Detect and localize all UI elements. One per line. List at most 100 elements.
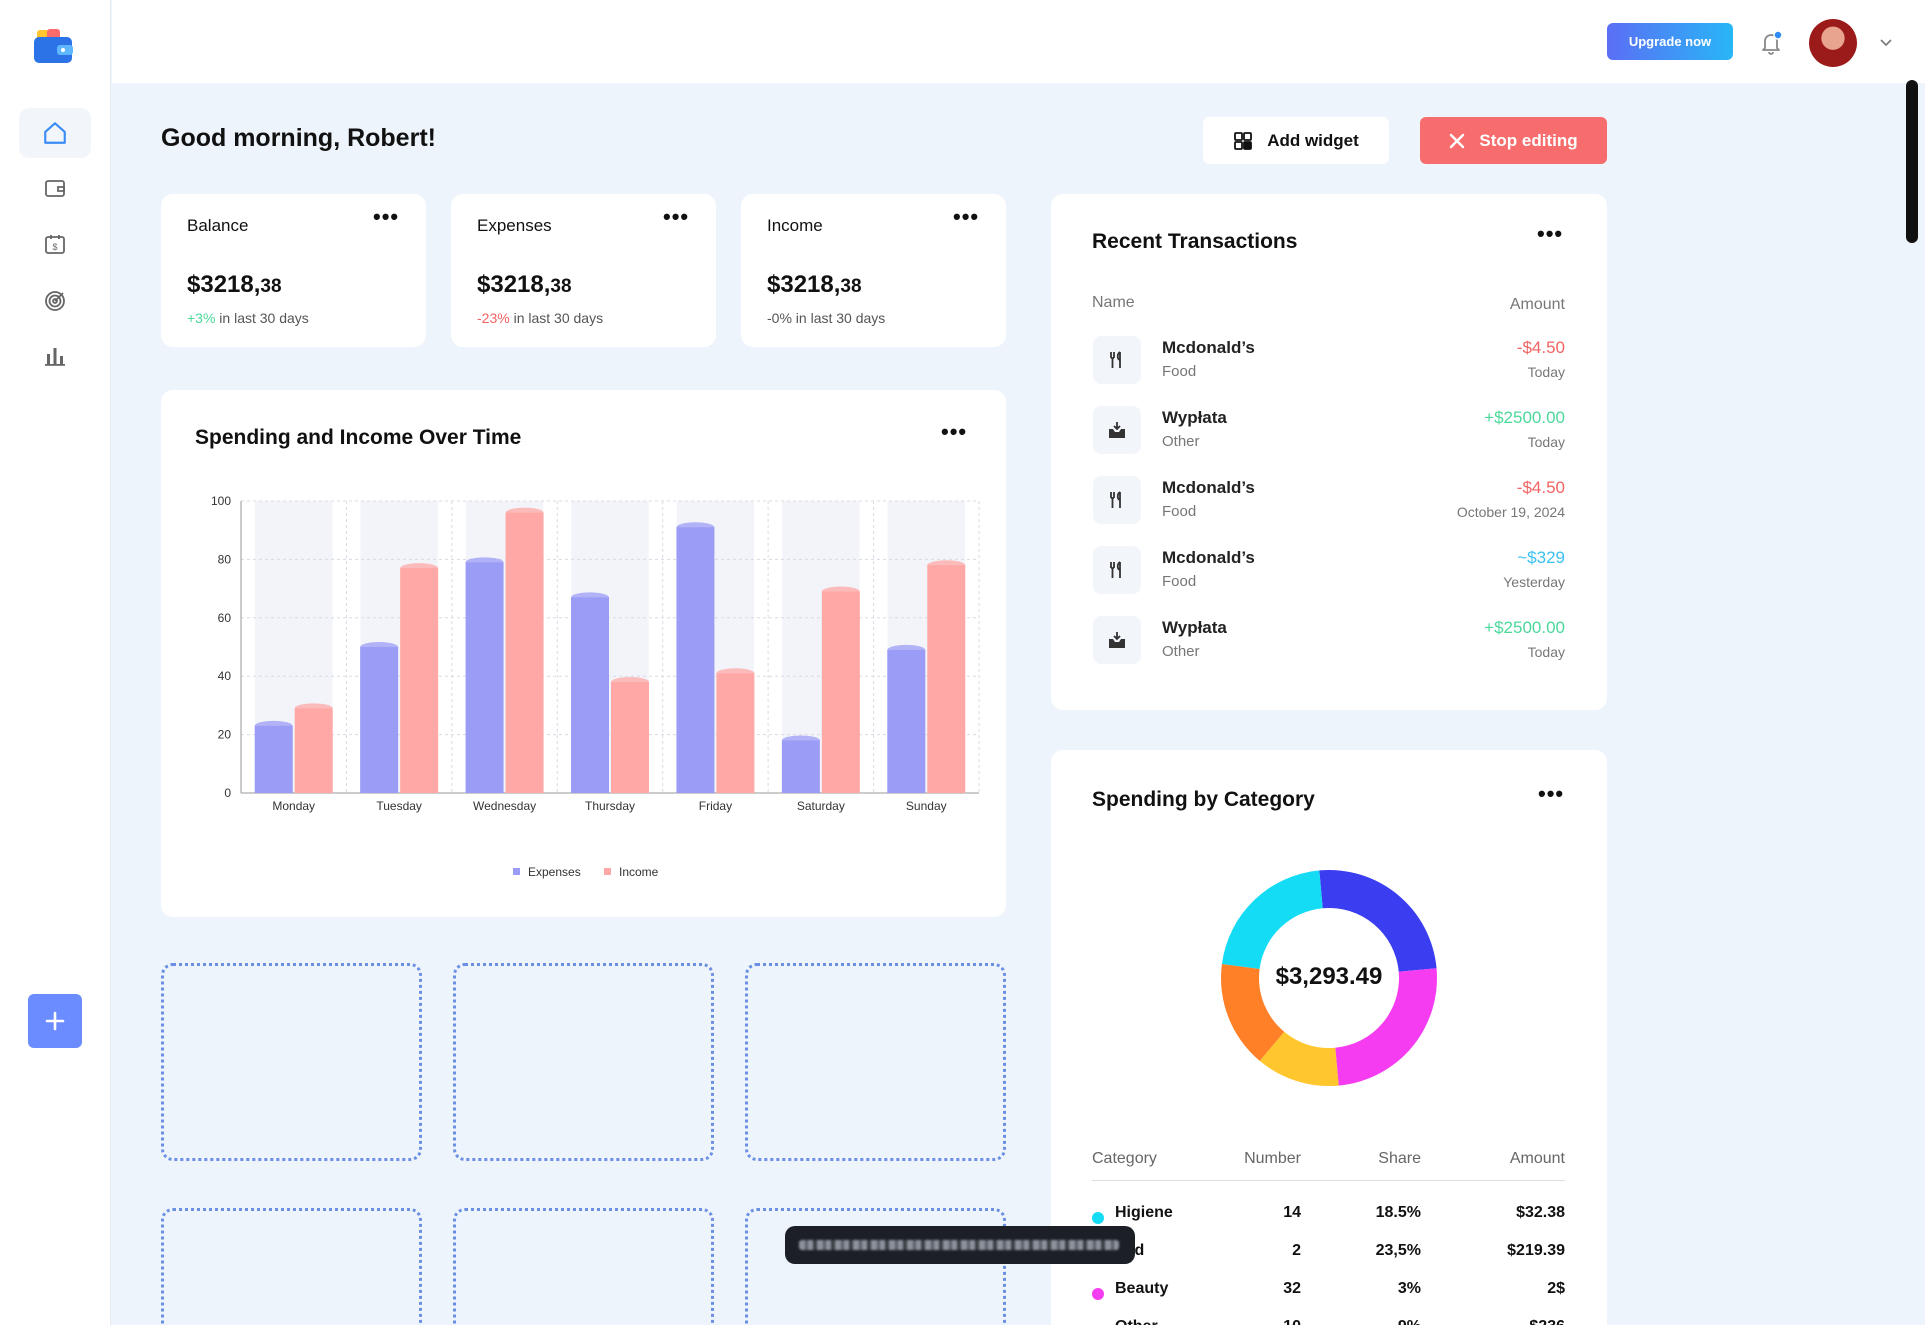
transaction-name: Mcdonald’s — [1162, 548, 1255, 567]
col-share: Share — [1378, 1150, 1421, 1167]
bar-expenses[interactable] — [254, 725, 293, 793]
donut-slice[interactable] — [1221, 870, 1323, 969]
transaction-row[interactable]: Wypłata Other +$2500.00 Today — [1051, 616, 1607, 676]
x-tick-label: Sunday — [906, 799, 947, 813]
transaction-amount: -$4.50 — [1516, 338, 1565, 357]
nav-goals[interactable] — [19, 276, 91, 326]
plus-icon — [45, 1011, 65, 1031]
toast-notification — [785, 1226, 1135, 1264]
bar-expenses[interactable] — [465, 562, 504, 793]
add-button[interactable] — [28, 994, 82, 1048]
upgrade-button[interactable]: Upgrade now — [1607, 23, 1733, 60]
nav-reports[interactable] — [19, 331, 91, 381]
bar-cap — [571, 592, 609, 603]
bar-income[interactable] — [611, 682, 649, 793]
category-color-dot — [1092, 1212, 1104, 1224]
widget-placeholder[interactable] — [745, 1208, 1006, 1325]
budget-calendar-icon: $ — [45, 235, 65, 254]
more-options-icon[interactable]: ••• — [1537, 221, 1564, 246]
donut-slice[interactable] — [1335, 968, 1437, 1086]
col-category: Category — [1092, 1150, 1157, 1167]
chevron-down-icon[interactable] — [1878, 34, 1894, 50]
transaction-date: Today — [1527, 644, 1565, 660]
donut-slice[interactable] — [1221, 964, 1285, 1061]
widget-placeholder[interactable] — [161, 963, 422, 1161]
transaction-date: Today — [1527, 364, 1565, 380]
x-tick-label: Monday — [272, 799, 315, 813]
donut-slice[interactable] — [1259, 1031, 1339, 1086]
widget-placeholder[interactable] — [453, 963, 714, 1161]
bar-chart-icon — [45, 348, 65, 366]
more-options-icon[interactable]: ••• — [373, 204, 400, 229]
nav-home[interactable] — [19, 108, 91, 158]
transaction-row[interactable]: Mcdonald’s Food -$4.50 Today — [1051, 336, 1607, 396]
transaction-category: Food — [1162, 573, 1197, 590]
category-name: Beauty — [1115, 1280, 1169, 1297]
transaction-row[interactable]: Mcdonald’s Food -$4.50 October 19, 2024 — [1051, 476, 1607, 536]
y-tick-label: 100 — [211, 494, 231, 508]
recent-transactions-card: Recent Transactions ••• Name Amount Mcdo… — [1051, 194, 1607, 710]
category-number: 14 — [1283, 1204, 1301, 1221]
add-widget-button[interactable]: Add widget — [1203, 117, 1389, 164]
notification-bell-icon[interactable] — [1757, 29, 1785, 57]
divider — [1092, 1180, 1565, 1181]
fork-knife-icon — [1093, 336, 1141, 384]
avatar[interactable] — [1809, 19, 1857, 67]
widget-placeholder[interactable] — [453, 1208, 714, 1325]
x-tick-label: Tuesday — [376, 799, 422, 813]
category-share: 23,5% — [1375, 1242, 1421, 1259]
scrollbar[interactable] — [1906, 80, 1918, 243]
more-options-icon[interactable]: ••• — [663, 204, 690, 229]
col-amount: Amount — [1509, 1150, 1565, 1167]
stop-editing-button[interactable]: Stop editing — [1420, 117, 1607, 164]
bar-income[interactable] — [505, 512, 544, 793]
transaction-amount: ~$329 — [1517, 548, 1565, 567]
transaction-category: Food — [1162, 503, 1197, 520]
more-options-icon[interactable]: ••• — [953, 204, 980, 229]
y-tick-label: 40 — [218, 669, 232, 683]
blurred-toast-text — [799, 1240, 1119, 1250]
svg-text:$: $ — [52, 242, 57, 252]
x-tick-label: Friday — [699, 799, 732, 813]
stat-title: Balance — [187, 216, 249, 235]
bar-expenses[interactable] — [676, 527, 715, 793]
legend-label: Expenses — [528, 865, 581, 879]
bar-cap — [821, 586, 860, 597]
widget-placeholder[interactable] — [745, 963, 1006, 1161]
col-amount: Amount — [1509, 296, 1565, 313]
bar-chart: 0 20 40 60 80 100 Monday Tuesday Wednesday Thursd… — [211, 494, 980, 879]
col-number: Number — [1244, 1150, 1301, 1167]
category-title: Spending by Category — [1092, 788, 1315, 811]
transaction-category: Other — [1162, 643, 1200, 660]
category-name: Higiene — [1115, 1204, 1173, 1221]
legend-swatch — [513, 868, 520, 875]
bar-cap — [927, 560, 966, 571]
bar-income[interactable] — [927, 565, 966, 793]
bar-expenses[interactable] — [571, 597, 609, 793]
spending-category-card: Spending by Category ••• $3,293.49 Categ… — [1051, 750, 1607, 1325]
spending-income-chart-card: Spending and Income Over Time ••• 0 20 40 6… — [161, 390, 1006, 917]
bar-income[interactable] — [716, 673, 755, 793]
transaction-name: Wypłata — [1162, 618, 1227, 637]
transaction-row[interactable]: Mcdonald’s Food ~$329 Yesterday — [1051, 546, 1607, 606]
bar-expenses[interactable] — [781, 740, 820, 793]
x-tick-label: Saturday — [797, 799, 845, 813]
y-tick-label: 0 — [224, 786, 231, 800]
more-options-icon[interactable]: ••• — [1538, 781, 1565, 806]
wallet-logo-icon[interactable] — [33, 28, 75, 64]
y-tick-label: 20 — [218, 728, 232, 742]
bar-expenses[interactable] — [887, 649, 926, 793]
category-number: 32 — [1283, 1280, 1301, 1297]
bar-income[interactable] — [294, 708, 333, 793]
transaction-date: Yesterday — [1503, 574, 1565, 590]
nav-budget[interactable]: $ — [19, 219, 91, 269]
nav-wallet[interactable] — [19, 163, 91, 213]
donut-slice[interactable] — [1319, 870, 1437, 972]
widget-placeholder[interactable] — [161, 1208, 422, 1325]
stat-card-expenses: Expenses ••• $3218,38 -23% in last 30 da… — [451, 194, 716, 347]
bar-expenses[interactable] — [360, 647, 399, 793]
transaction-row[interactable]: Wypłata Other +$2500.00 Today — [1051, 406, 1607, 466]
y-tick-label: 60 — [218, 611, 232, 625]
bar-income[interactable] — [400, 568, 439, 793]
bar-income[interactable] — [821, 591, 860, 793]
